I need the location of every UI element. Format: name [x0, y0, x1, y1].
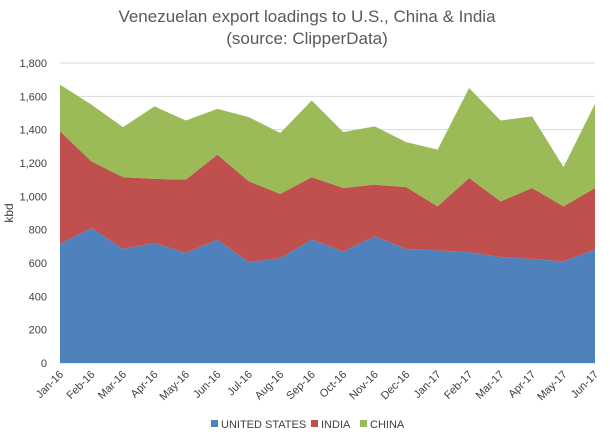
area-india [60, 131, 595, 263]
y-tick-label: 400 [29, 291, 47, 303]
y-tick-label: 1,800 [19, 58, 47, 70]
x-tick-label: Dec-16 [379, 369, 413, 403]
y-tick-label: 1,000 [19, 191, 47, 203]
chart-title-line-1: Venezuelan export loadings to U.S., Chin… [118, 7, 496, 26]
plot-areas [60, 84, 595, 363]
area-china [60, 84, 595, 207]
x-tick-label: May-17 [535, 369, 569, 403]
legend-swatch [311, 420, 318, 427]
y-tick-label: 0 [41, 358, 47, 370]
y-axis-label: kbd [2, 203, 16, 222]
x-tick-label: Feb-17 [442, 369, 475, 402]
x-tick-label: Nov-16 [347, 369, 381, 403]
y-tick-label: 800 [29, 225, 47, 237]
x-tick-label: Jan-16 [34, 369, 66, 401]
y-tick-label: 600 [29, 258, 47, 270]
y-tick-label: 1,400 [19, 125, 47, 137]
legend-label: UNITED STATES [221, 419, 306, 431]
x-tick-label: Oct-16 [318, 369, 350, 401]
x-tick-label: Apr-16 [129, 369, 161, 401]
x-tick-label: May-16 [158, 369, 192, 403]
x-tick-label: Feb-16 [64, 369, 97, 402]
x-tick-label: Jul-16 [225, 369, 255, 399]
area-united-states [60, 228, 595, 363]
legend-label: CHINA [370, 419, 405, 431]
y-tick-label: 200 [29, 325, 47, 337]
chart-title-line-2: (source: ClipperData) [226, 29, 388, 48]
x-tick-label: Jan-17 [411, 369, 443, 401]
legend-swatch [360, 420, 367, 427]
y-axis-ticks: 0 200 400 600 800 1,000 1,200 1,400 1,600 1,800 [19, 58, 47, 370]
x-tick-label: Mar-17 [474, 369, 507, 402]
legend-swatch [211, 420, 218, 427]
x-tick-label: Jun-16 [191, 369, 223, 401]
x-tick-label: Aug-16 [253, 369, 287, 403]
x-tick-label: Mar-16 [96, 369, 129, 402]
x-tick-label: Sep-16 [284, 369, 318, 403]
legend: UNITED STATES INDIA CHINA [211, 419, 405, 431]
x-tick-label: Jun-17 [569, 369, 601, 401]
y-tick-label: 1,600 [19, 91, 47, 103]
x-tick-label: Apr-17 [506, 369, 538, 401]
y-tick-label: 1,200 [19, 158, 47, 170]
legend-label: INDIA [321, 419, 351, 431]
